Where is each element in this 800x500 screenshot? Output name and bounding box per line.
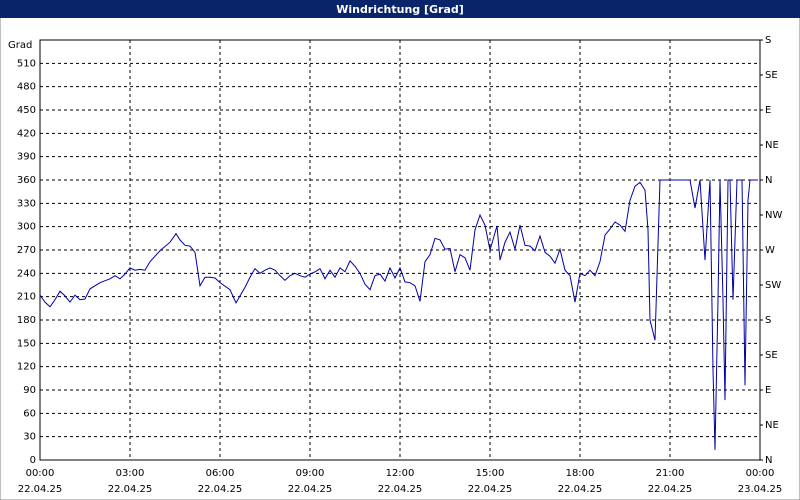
y-tick-label: 90 [23, 385, 36, 396]
y2-tick-label: E [765, 105, 771, 116]
y-tick-label: 240 [17, 268, 36, 279]
chart-title: Windrichtung [Grad] [336, 3, 464, 16]
y2-tick-label: S [765, 315, 771, 326]
y2-tick-label: SE [765, 350, 778, 361]
y-tick-label: 390 [17, 152, 36, 163]
y-tick-label: 180 [17, 315, 36, 326]
y-tick-label: 480 [17, 82, 36, 93]
x-tick-label: 12:00 22.04.25 [378, 468, 423, 495]
y2-tick-label: N [765, 455, 772, 466]
y-tick-label: 510 [17, 58, 36, 69]
plot-border [39, 39, 761, 461]
x-tick-label: 09:00 22.04.25 [288, 468, 333, 495]
y-tick-label: 450 [17, 105, 36, 116]
y-tick-label: 300 [17, 222, 36, 233]
y-tick-label: 0 [30, 455, 36, 466]
y-axis-label: Grad [8, 40, 32, 51]
y-tick-label: 120 [17, 362, 36, 373]
y2-tick-label: NE [765, 140, 779, 151]
x-tick-label: 00:00 22.04.25 [18, 468, 63, 495]
y2-tick-label: W [765, 245, 775, 256]
title-bar [0, 0, 800, 18]
x-tick-label: 15:00 22.04.25 [468, 468, 513, 495]
x-tick-label: 06:00 22.04.25 [198, 468, 243, 495]
y-tick-label: 360 [17, 175, 36, 186]
x-tick-label: 21:00 22.04.25 [648, 468, 693, 495]
y2-tick-label: NE [765, 420, 779, 431]
y2-tick-label: NW [765, 210, 782, 221]
x-tick-label: 18:00 22.04.25 [558, 468, 603, 495]
y-tick-label: 150 [17, 338, 36, 349]
y2-tick-label: SW [765, 280, 781, 291]
x-tick-label: 03:00 22.04.25 [108, 468, 153, 495]
y-tick-label: 60 [23, 408, 36, 419]
y-tick-label: 30 [23, 432, 36, 443]
y2-tick-label: E [765, 385, 771, 396]
y2-tick-label: N [765, 175, 772, 186]
data-line [39, 179, 758, 450]
y-tick-label: 330 [17, 198, 36, 209]
y-tick-label: 210 [17, 292, 36, 303]
y2-tick-label: SE [765, 70, 778, 81]
y2-tick-label: S [765, 35, 771, 46]
y-tick-label: 420 [17, 128, 36, 139]
x-tick-label: 00:00 23.04.25 [738, 468, 783, 495]
y-tick-label: 270 [17, 245, 36, 256]
